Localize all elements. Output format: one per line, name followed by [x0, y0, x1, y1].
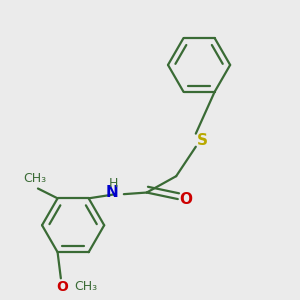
Text: S: S — [197, 133, 208, 148]
Text: O: O — [179, 192, 193, 207]
Text: N: N — [106, 185, 118, 200]
Text: CH₃: CH₃ — [23, 172, 46, 185]
Text: O: O — [56, 280, 68, 293]
Text: H: H — [108, 177, 118, 190]
Text: CH₃: CH₃ — [74, 280, 97, 293]
